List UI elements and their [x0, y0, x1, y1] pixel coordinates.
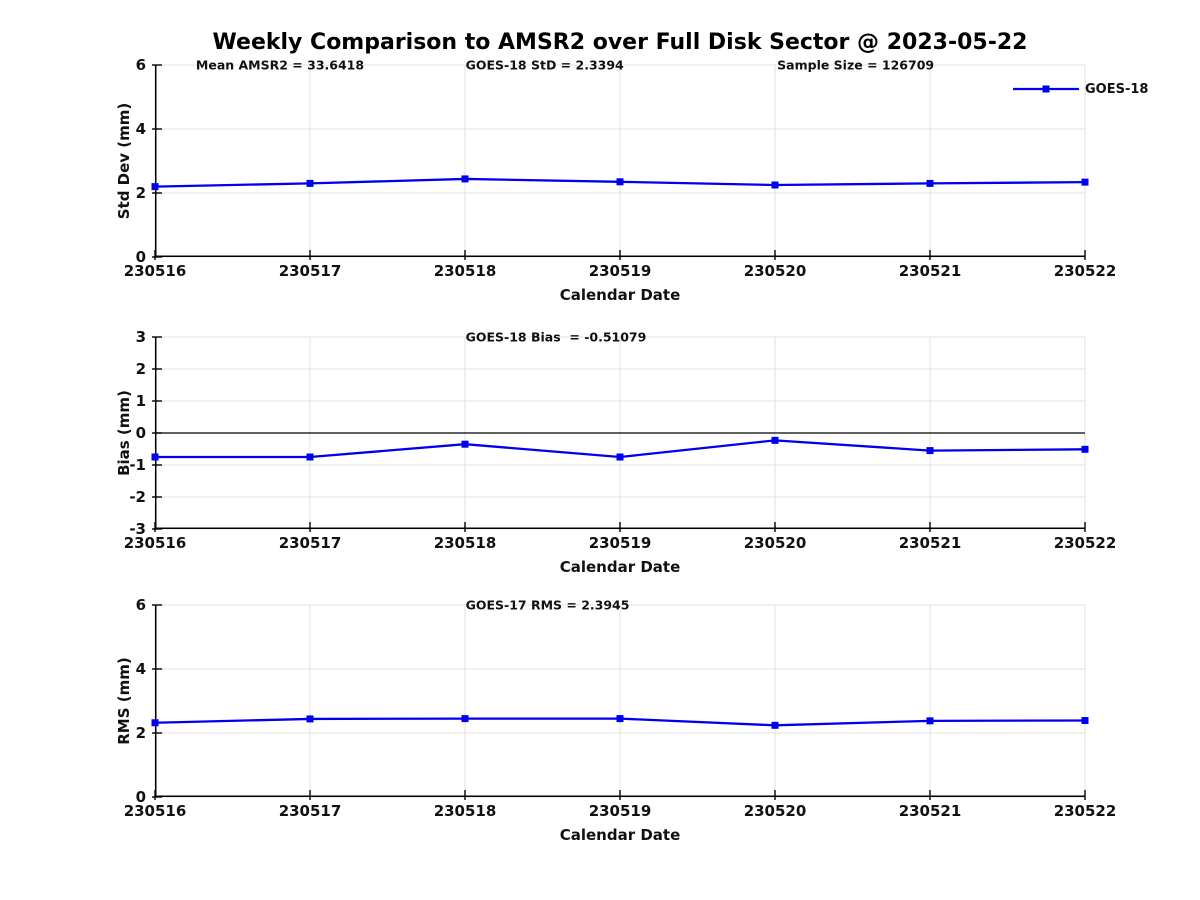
data-point-marker — [461, 175, 469, 183]
data-point-marker — [306, 715, 314, 723]
rms-x-axis-label: Calendar Date — [559, 826, 681, 844]
legend-label: GOES-18 — [1085, 81, 1149, 97]
bias-panel: Bias (mm) Calendar Date -3 -2 -1 0 1 2 3 230516… — [115, 328, 1116, 576]
std-dev-plot — [151, 64, 1089, 260]
data-point-marker — [926, 447, 934, 455]
x-tick-label: 230519 — [588, 802, 652, 820]
x-tick-label: 230518 — [433, 802, 497, 820]
x-tick-label: 230516 — [123, 802, 187, 820]
legend-marker — [1042, 85, 1050, 93]
data-point-marker — [771, 721, 779, 729]
data-point-marker — [616, 453, 624, 461]
data-point-marker — [616, 178, 624, 186]
data-point-marker — [461, 440, 469, 448]
y-tick-label: 2 — [135, 360, 146, 378]
y-tick-label: 1 — [135, 392, 146, 410]
std-dev-x-axis-label: Calendar Date — [559, 286, 681, 304]
x-tick-label: 230520 — [743, 534, 807, 552]
x-tick-label: 230522 — [1053, 802, 1117, 820]
data-point-marker — [151, 719, 159, 727]
y-tick-label: 0 — [135, 248, 146, 266]
annotation: Sample Size = 126709 — [777, 57, 935, 73]
x-tick-label: 230519 — [588, 534, 652, 552]
x-tick-label: 230517 — [278, 262, 342, 280]
y-tick-label: 4 — [135, 660, 146, 678]
data-point-marker — [616, 715, 624, 723]
data-point-marker — [1081, 445, 1089, 453]
annotation: GOES-18 Bias = -0.51079 — [465, 329, 647, 345]
y-tick-label: 4 — [135, 120, 146, 138]
y-tick-label: 2 — [135, 184, 146, 202]
x-tick-label: 230516 — [123, 534, 187, 552]
x-tick-label: 230522 — [1053, 534, 1117, 552]
y-tick-label: 2 — [135, 724, 146, 742]
rms-panel: RMS (mm) Calendar Date 0 2 4 6 230516 230517 2… — [115, 596, 1116, 844]
y-tick-label: 6 — [135, 56, 146, 74]
x-tick-label: 230518 — [433, 534, 497, 552]
x-tick-label: 230521 — [898, 534, 962, 552]
bias-x-axis-label: Calendar Date — [559, 558, 681, 576]
y-tick-label: 3 — [135, 328, 146, 346]
data-point-marker — [771, 181, 779, 189]
annotation: GOES-17 RMS = 2.3945 — [465, 597, 630, 613]
data-point-marker — [926, 717, 934, 725]
bias-plot — [151, 336, 1089, 532]
x-tick-label: 230517 — [278, 534, 342, 552]
x-tick-label: 230521 — [898, 802, 962, 820]
data-point-marker — [771, 436, 779, 444]
x-tick-label: 230516 — [123, 262, 187, 280]
annotation: Mean AMSR2 = 33.6418 — [195, 57, 365, 73]
y-tick-label: 0 — [135, 424, 146, 442]
x-tick-label: 230520 — [743, 262, 807, 280]
data-point-marker — [151, 183, 159, 191]
rms-plot — [151, 604, 1089, 800]
x-tick-label: 230521 — [898, 262, 962, 280]
x-tick-label: 230520 — [743, 802, 807, 820]
data-point-marker — [151, 453, 159, 461]
y-tick-label: -1 — [129, 456, 146, 474]
legend: GOES-18 — [1013, 81, 1148, 97]
data-point-marker — [1081, 178, 1089, 186]
figure-title: Weekly Comparison to AMSR2 over Full Dis… — [212, 30, 1028, 55]
x-tick-label: 230522 — [1053, 262, 1117, 280]
legend-swatch — [1013, 85, 1079, 93]
y-tick-label: -3 — [129, 520, 146, 538]
x-tick-label: 230519 — [588, 262, 652, 280]
x-tick-label: 230517 — [278, 802, 342, 820]
data-point-marker — [1081, 717, 1089, 725]
y-tick-label: 6 — [135, 596, 146, 614]
data-point-marker — [461, 715, 469, 723]
data-point-marker — [306, 179, 314, 187]
y-tick-label: -2 — [129, 488, 146, 506]
y-tick-label: 0 — [135, 788, 146, 806]
data-point-marker — [306, 453, 314, 461]
x-tick-label: 230518 — [433, 262, 497, 280]
data-point-marker — [926, 179, 934, 187]
annotation: GOES-18 StD = 2.3394 — [465, 57, 624, 73]
